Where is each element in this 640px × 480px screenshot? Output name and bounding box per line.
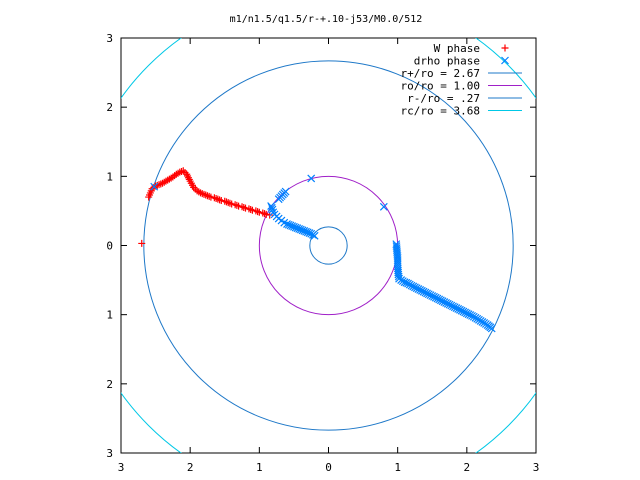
w-phase-point [262,210,270,218]
w-phase-point [200,190,208,198]
drho-phase-point [268,205,277,214]
w-phase-point [205,192,213,200]
w-phase-point [202,191,210,199]
w-phase-point [217,197,225,205]
w-phase-point [221,197,229,205]
drho-phase-point [150,182,159,191]
w-phase-point [138,239,146,247]
y-tick-label: 3 [106,32,113,45]
w-phase-point [190,183,198,191]
x-tick-label: 2 [187,461,194,474]
legend-label: drho phase [414,55,480,68]
w-phase-point [248,206,256,214]
legend-label: r+/ro = 2.67 [401,67,480,80]
legend-label: ro/ro = 1.00 [401,80,480,93]
w-phase-point [247,206,255,214]
w-phase-point [226,199,234,207]
w-phase-point [259,209,267,217]
y-tick-label: 2 [106,101,113,114]
w-phase-point [184,174,192,182]
w-phase-point [212,194,220,202]
x-tick-label: 3 [118,461,125,474]
drho-phase-point [307,174,316,183]
w-phase-point [178,167,186,175]
w-phase-point [233,201,241,209]
drho-phase-point [310,231,319,240]
x-tick-label: 0 [325,461,332,474]
w-phase-point [214,195,222,203]
y-tick-label: 3 [106,447,113,460]
x-tick-label: 1 [394,461,401,474]
x-axis: 3 2 1 0 1 2 3 [118,38,540,474]
w-phase-point [185,175,193,183]
w-phase-point [184,172,192,180]
plot-area [121,38,536,453]
w-phase-point [261,210,269,218]
w-phase-point [235,202,243,210]
x-tick-label: 2 [464,461,471,474]
w-phase-point [197,189,205,197]
y-tick-label: 2 [106,378,113,391]
w-phase-point [242,204,249,212]
w-phase-point [157,180,165,188]
y-axis: 3 2 1 0 1 2 3 [106,32,536,460]
w-phase-point [224,199,232,207]
w-phase-point [228,200,236,208]
w-phase-point [216,196,224,204]
w-phase-point [238,203,246,211]
drho-phase-point [379,202,388,211]
radius-circle [121,38,536,453]
drho-phase-point [281,187,290,196]
drho-phase-point [267,203,276,212]
w-phase-point [231,201,239,209]
w-phase-point [195,188,203,196]
drho-phase-point [487,324,496,333]
w-phase-point [179,167,187,175]
y-tick-label: 0 [106,240,113,253]
w-phase-point [240,203,248,211]
drho-phase-series [150,174,496,333]
drho-phase-point [501,56,509,65]
w-phase-point [222,198,230,206]
w-phase-point [501,44,509,52]
y-tick-label: 1 [106,170,113,183]
w-phase-point [254,208,262,216]
y-tick-label: 1 [106,309,113,322]
legend-label: rc/ro = 3.68 [401,105,480,118]
radius-circle [309,226,348,265]
w-phase-point [174,169,182,177]
w-phase-point [255,208,263,216]
radius-circle [143,60,514,431]
w-phase-series [138,167,274,247]
legend-label: r-/ro = .27 [407,92,480,105]
x-tick-label: 1 [256,461,263,474]
w-phase-point [252,207,260,215]
w-phase-point [203,192,211,200]
w-phase-point [183,170,191,178]
w-phase-point [207,193,215,201]
w-phase-point [198,190,206,198]
legend-label: W phase [434,42,480,55]
w-phase-point [210,194,218,202]
w-phase-point [245,205,253,213]
x-tick-label: 3 [533,461,540,474]
chart-title: m1/n1.5/q1.5/r-+.10-j53/M0.0/512 [230,14,423,25]
